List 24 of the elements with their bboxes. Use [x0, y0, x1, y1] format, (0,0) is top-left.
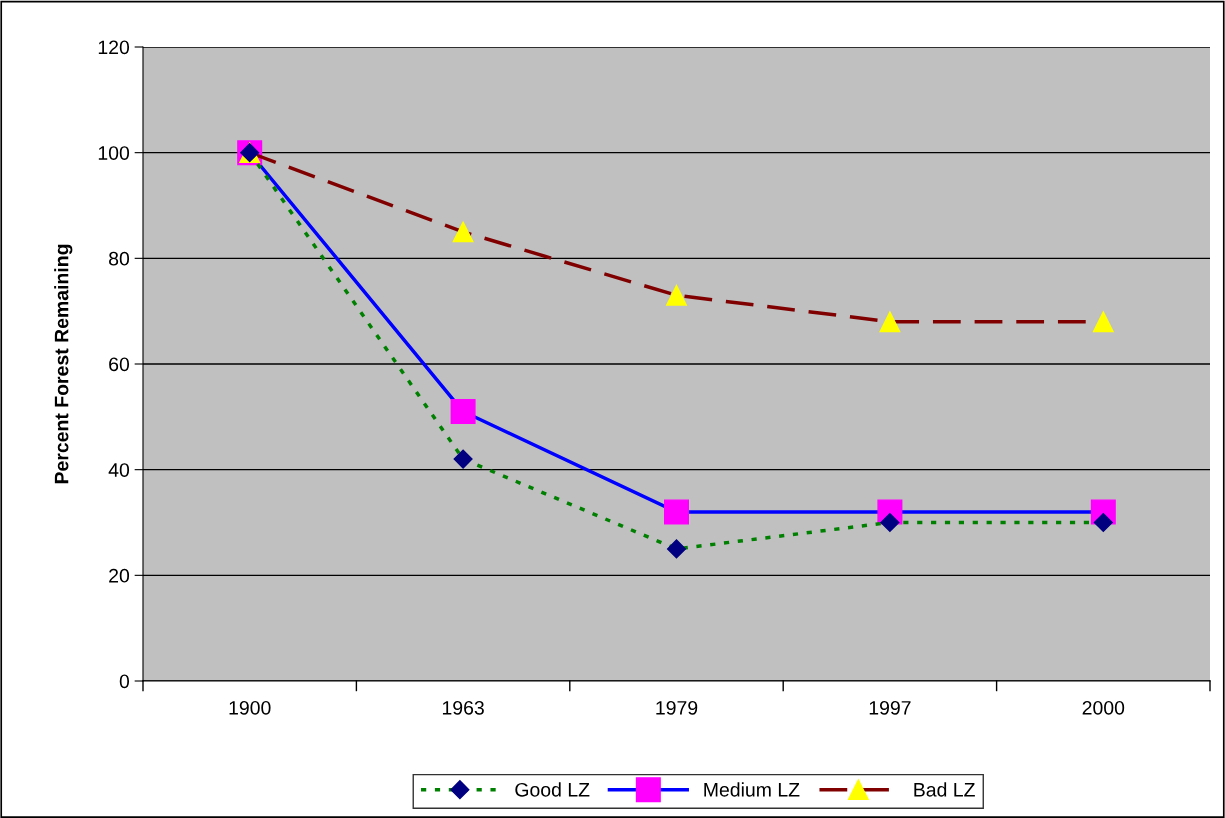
point: [666, 284, 687, 306]
point: [452, 221, 474, 243]
y-tick-label: 120: [98, 40, 130, 55]
y-axis-title: Percent Forest Remaining: [54, 244, 73, 484]
point: [666, 539, 687, 559]
y-tick-label: 60: [109, 357, 130, 372]
x-tick-label: 2000: [1082, 700, 1125, 715]
legend-label: Bad LZ: [914, 782, 975, 797]
x-tick-label: 1979: [656, 700, 698, 715]
y-tick-label: 0: [119, 674, 130, 689]
point: [453, 449, 473, 469]
y-tick-label: 100: [98, 146, 130, 160]
legend-label: Good LZ: [515, 782, 590, 797]
x-tick-label: 1963: [442, 700, 484, 715]
x-tick-label: 1997: [869, 700, 911, 715]
point: [1092, 311, 1114, 333]
point: [450, 399, 476, 425]
point: [663, 499, 690, 525]
x-tick-label: 1900: [229, 700, 271, 715]
y-tick-label: 80: [109, 251, 130, 266]
point: [879, 311, 901, 333]
y-tick-label: 20: [109, 568, 130, 583]
y-tick-label: 40: [108, 463, 130, 477]
legend-label: Medium LZ: [704, 782, 800, 797]
